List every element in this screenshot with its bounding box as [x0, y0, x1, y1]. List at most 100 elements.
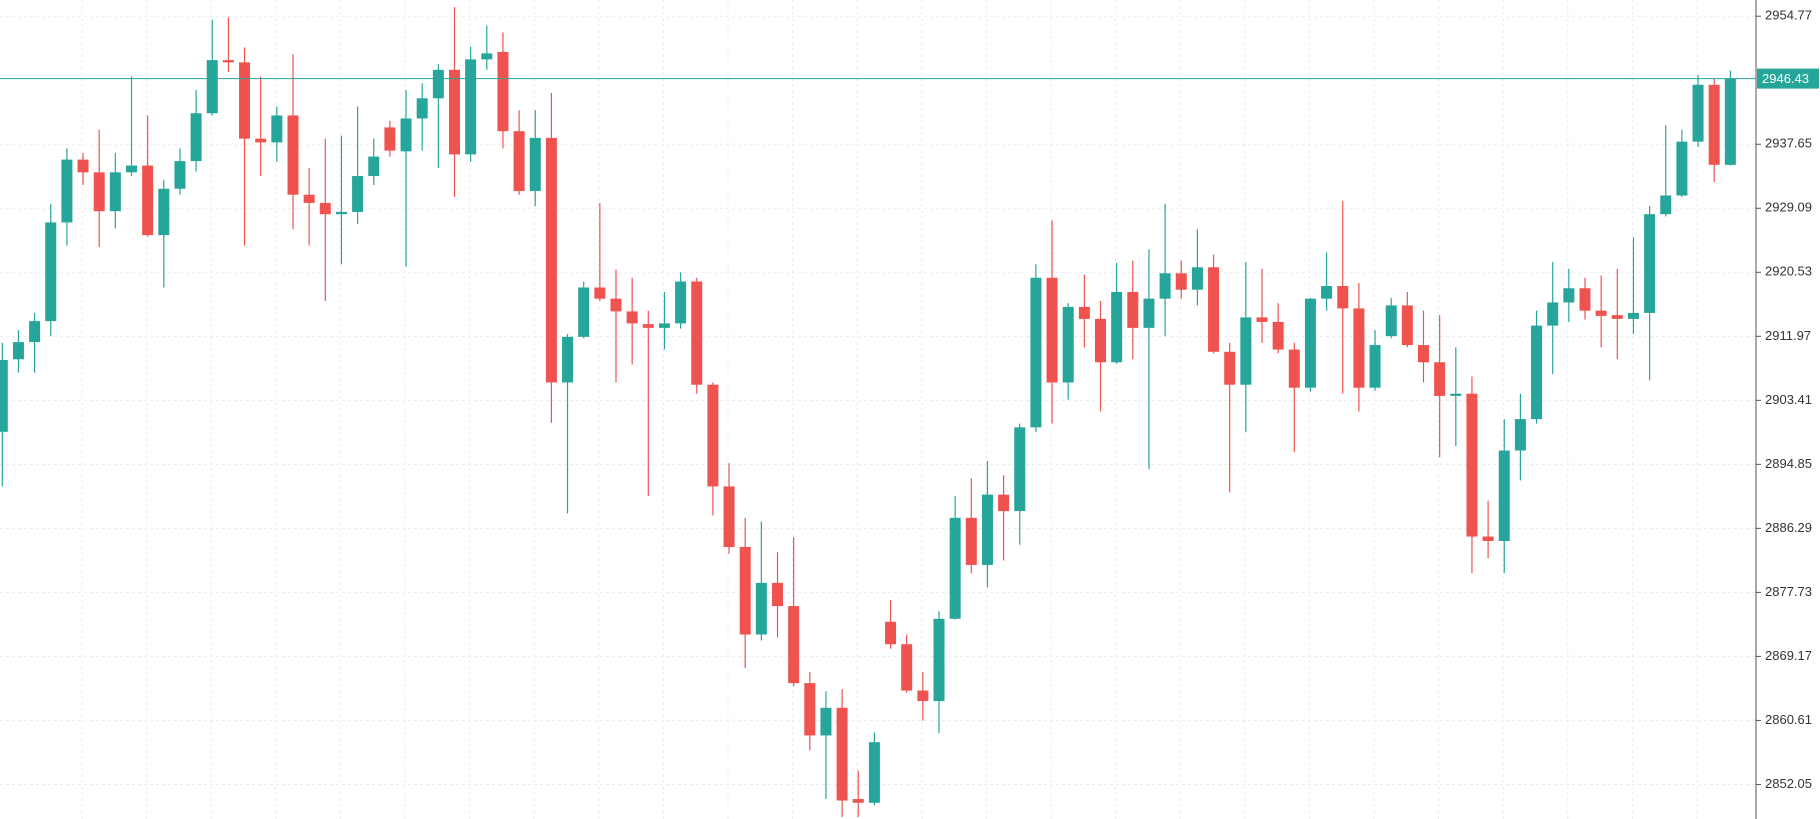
y-tick-label: 2903.41: [1765, 392, 1812, 407]
candle-body: [1482, 536, 1494, 542]
candle-body: [368, 156, 380, 177]
y-tick-label: 2886.29: [1765, 520, 1812, 535]
candle-body: [239, 62, 251, 139]
candle-body: [1208, 267, 1220, 352]
candle-body: [206, 60, 218, 114]
candle-body: [1498, 450, 1510, 542]
candle-body: [1304, 298, 1316, 388]
candle-body: [545, 137, 557, 383]
candle-body: [1272, 321, 1284, 350]
candle-body: [1046, 277, 1058, 383]
y-tick-label: 2852.05: [1765, 776, 1812, 791]
candle-body: [109, 172, 121, 212]
candle-body: [61, 159, 73, 223]
candle-body: [642, 324, 654, 328]
candle-body: [126, 165, 137, 173]
candle-body: [1175, 273, 1187, 290]
candle-body: [45, 222, 57, 322]
candle-body: [1062, 306, 1074, 383]
candle-body: [901, 644, 913, 691]
candle-body: [1191, 267, 1203, 290]
candle-body: [1111, 291, 1123, 363]
candle-body: [885, 621, 897, 645]
candle-body: [1418, 345, 1429, 363]
candle-body: [287, 115, 299, 195]
candle-body: [691, 281, 703, 385]
y-tick-label: 2929.09: [1765, 200, 1812, 215]
candle-body: [1434, 362, 1446, 396]
candle-body: [868, 742, 880, 803]
candle-body: [675, 281, 687, 324]
current-price-tag: [1757, 68, 1819, 89]
candle-body: [739, 546, 751, 635]
candle-body: [1627, 312, 1639, 319]
candle-body: [335, 211, 347, 215]
candle-body: [1676, 141, 1688, 196]
candle-body: [529, 137, 541, 192]
candle-body: [142, 165, 154, 236]
candle-body: [352, 176, 364, 212]
y-tick-label: 2911.97: [1765, 328, 1811, 343]
candle-body: [1369, 345, 1381, 388]
candle-body: [271, 115, 283, 143]
candle-body: [77, 159, 89, 173]
candle-body: [416, 98, 428, 119]
candle-body: [610, 298, 622, 312]
y-tick-label: 2877.73: [1765, 584, 1812, 599]
candle-body: [1450, 393, 1462, 396]
candle-body: [174, 161, 186, 189]
candle-body: [804, 683, 816, 736]
candle-body: [772, 582, 783, 607]
candle-body: [626, 311, 638, 324]
candle-body: [1321, 285, 1333, 299]
candle-body: [755, 582, 767, 635]
candle-body: [578, 287, 590, 337]
candle-body: [190, 113, 202, 162]
candle-body: [1337, 285, 1349, 309]
candle-body: [384, 127, 396, 151]
current-price-label: 2946.43: [1762, 71, 1809, 86]
y-tick-label: 2869.17: [1765, 648, 1812, 663]
candle-body: [1078, 306, 1090, 319]
candle-body: [497, 51, 509, 132]
candle-body: [998, 494, 1010, 512]
candle-body: [303, 194, 315, 203]
candle-body: [723, 486, 735, 547]
candle-body: [158, 188, 170, 236]
candle-body: [658, 323, 670, 328]
candle-body: [1353, 308, 1365, 388]
candle-body: [1724, 78, 1736, 165]
candle-body: [1014, 427, 1026, 512]
candle-body: [432, 69, 444, 99]
candle-body: [1708, 84, 1720, 165]
candle-body: [513, 131, 525, 192]
candle-body: [319, 202, 331, 215]
candle-body: [820, 707, 832, 736]
candle-body: [1385, 305, 1397, 337]
candle-body: [1611, 315, 1623, 319]
candle-body: [255, 138, 267, 143]
candle-body: [1514, 419, 1526, 451]
candle-body: [1288, 349, 1300, 388]
candle-body: [400, 118, 412, 152]
candle-body: [1095, 318, 1106, 363]
y-tick-label: 2894.85: [1765, 456, 1812, 471]
y-tick-label: 2860.61: [1765, 712, 1812, 727]
candle-body: [449, 69, 460, 155]
candle-body: [852, 799, 864, 803]
candle-body: [836, 707, 848, 801]
candle-body: [949, 517, 961, 619]
candle-body: [1127, 291, 1139, 328]
candle-body: [1256, 317, 1268, 322]
candle-body: [562, 336, 574, 383]
candle-body: [1563, 288, 1575, 303]
candle-body: [788, 606, 800, 684]
candle-body: [1660, 195, 1672, 215]
candle-body: [1692, 84, 1704, 142]
candle-body: [965, 517, 977, 565]
candle-body: [1579, 288, 1591, 311]
candle-body: [93, 172, 105, 212]
candle-body: [1547, 302, 1559, 326]
